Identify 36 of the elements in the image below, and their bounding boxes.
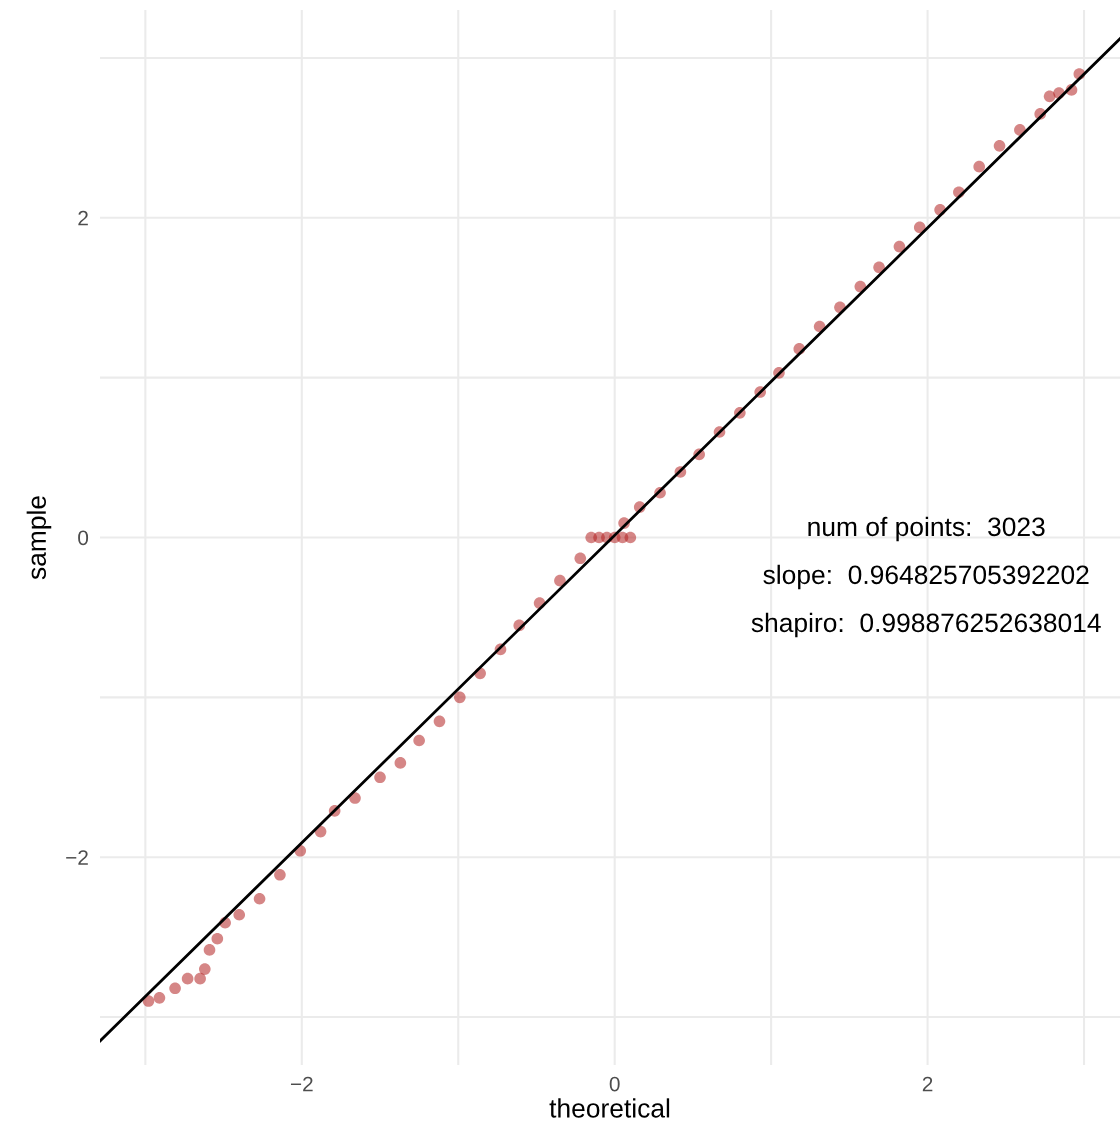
point	[1043, 90, 1056, 103]
point	[181, 972, 194, 985]
annotation: slope: 0.964825705392202	[763, 564, 1089, 590]
point	[454, 691, 466, 704]
point	[253, 892, 266, 905]
point	[993, 140, 1006, 152]
point	[893, 240, 906, 253]
x-axis-title: theoretical	[549, 1098, 670, 1118]
y-axis-title: sample	[26, 496, 52, 580]
y-tick-label: 0	[78, 530, 89, 546]
point	[394, 757, 407, 769]
point	[194, 972, 206, 985]
point	[203, 944, 216, 956]
point	[913, 221, 926, 234]
point	[554, 574, 566, 587]
point	[142, 995, 155, 1007]
point	[973, 160, 986, 173]
annotation: shapiro: 0.998876252638014	[751, 612, 1101, 638]
point	[574, 552, 587, 565]
point	[374, 771, 386, 784]
point	[433, 715, 446, 728]
point	[211, 932, 224, 945]
y-tick-label: −2	[66, 850, 88, 865]
point	[873, 261, 885, 274]
x-tick-label: −2	[290, 1076, 313, 1092]
point	[413, 734, 425, 747]
annotation: num of points: 3023	[808, 516, 1045, 542]
x-tick-label: 2	[922, 1076, 933, 1092]
point	[153, 992, 166, 1004]
y-tick-label: 2	[78, 210, 88, 226]
point	[274, 868, 286, 881]
point	[233, 908, 246, 921]
point	[624, 531, 637, 544]
point	[169, 982, 181, 995]
point	[199, 963, 211, 975]
x-tick-label: 0	[609, 1076, 620, 1092]
